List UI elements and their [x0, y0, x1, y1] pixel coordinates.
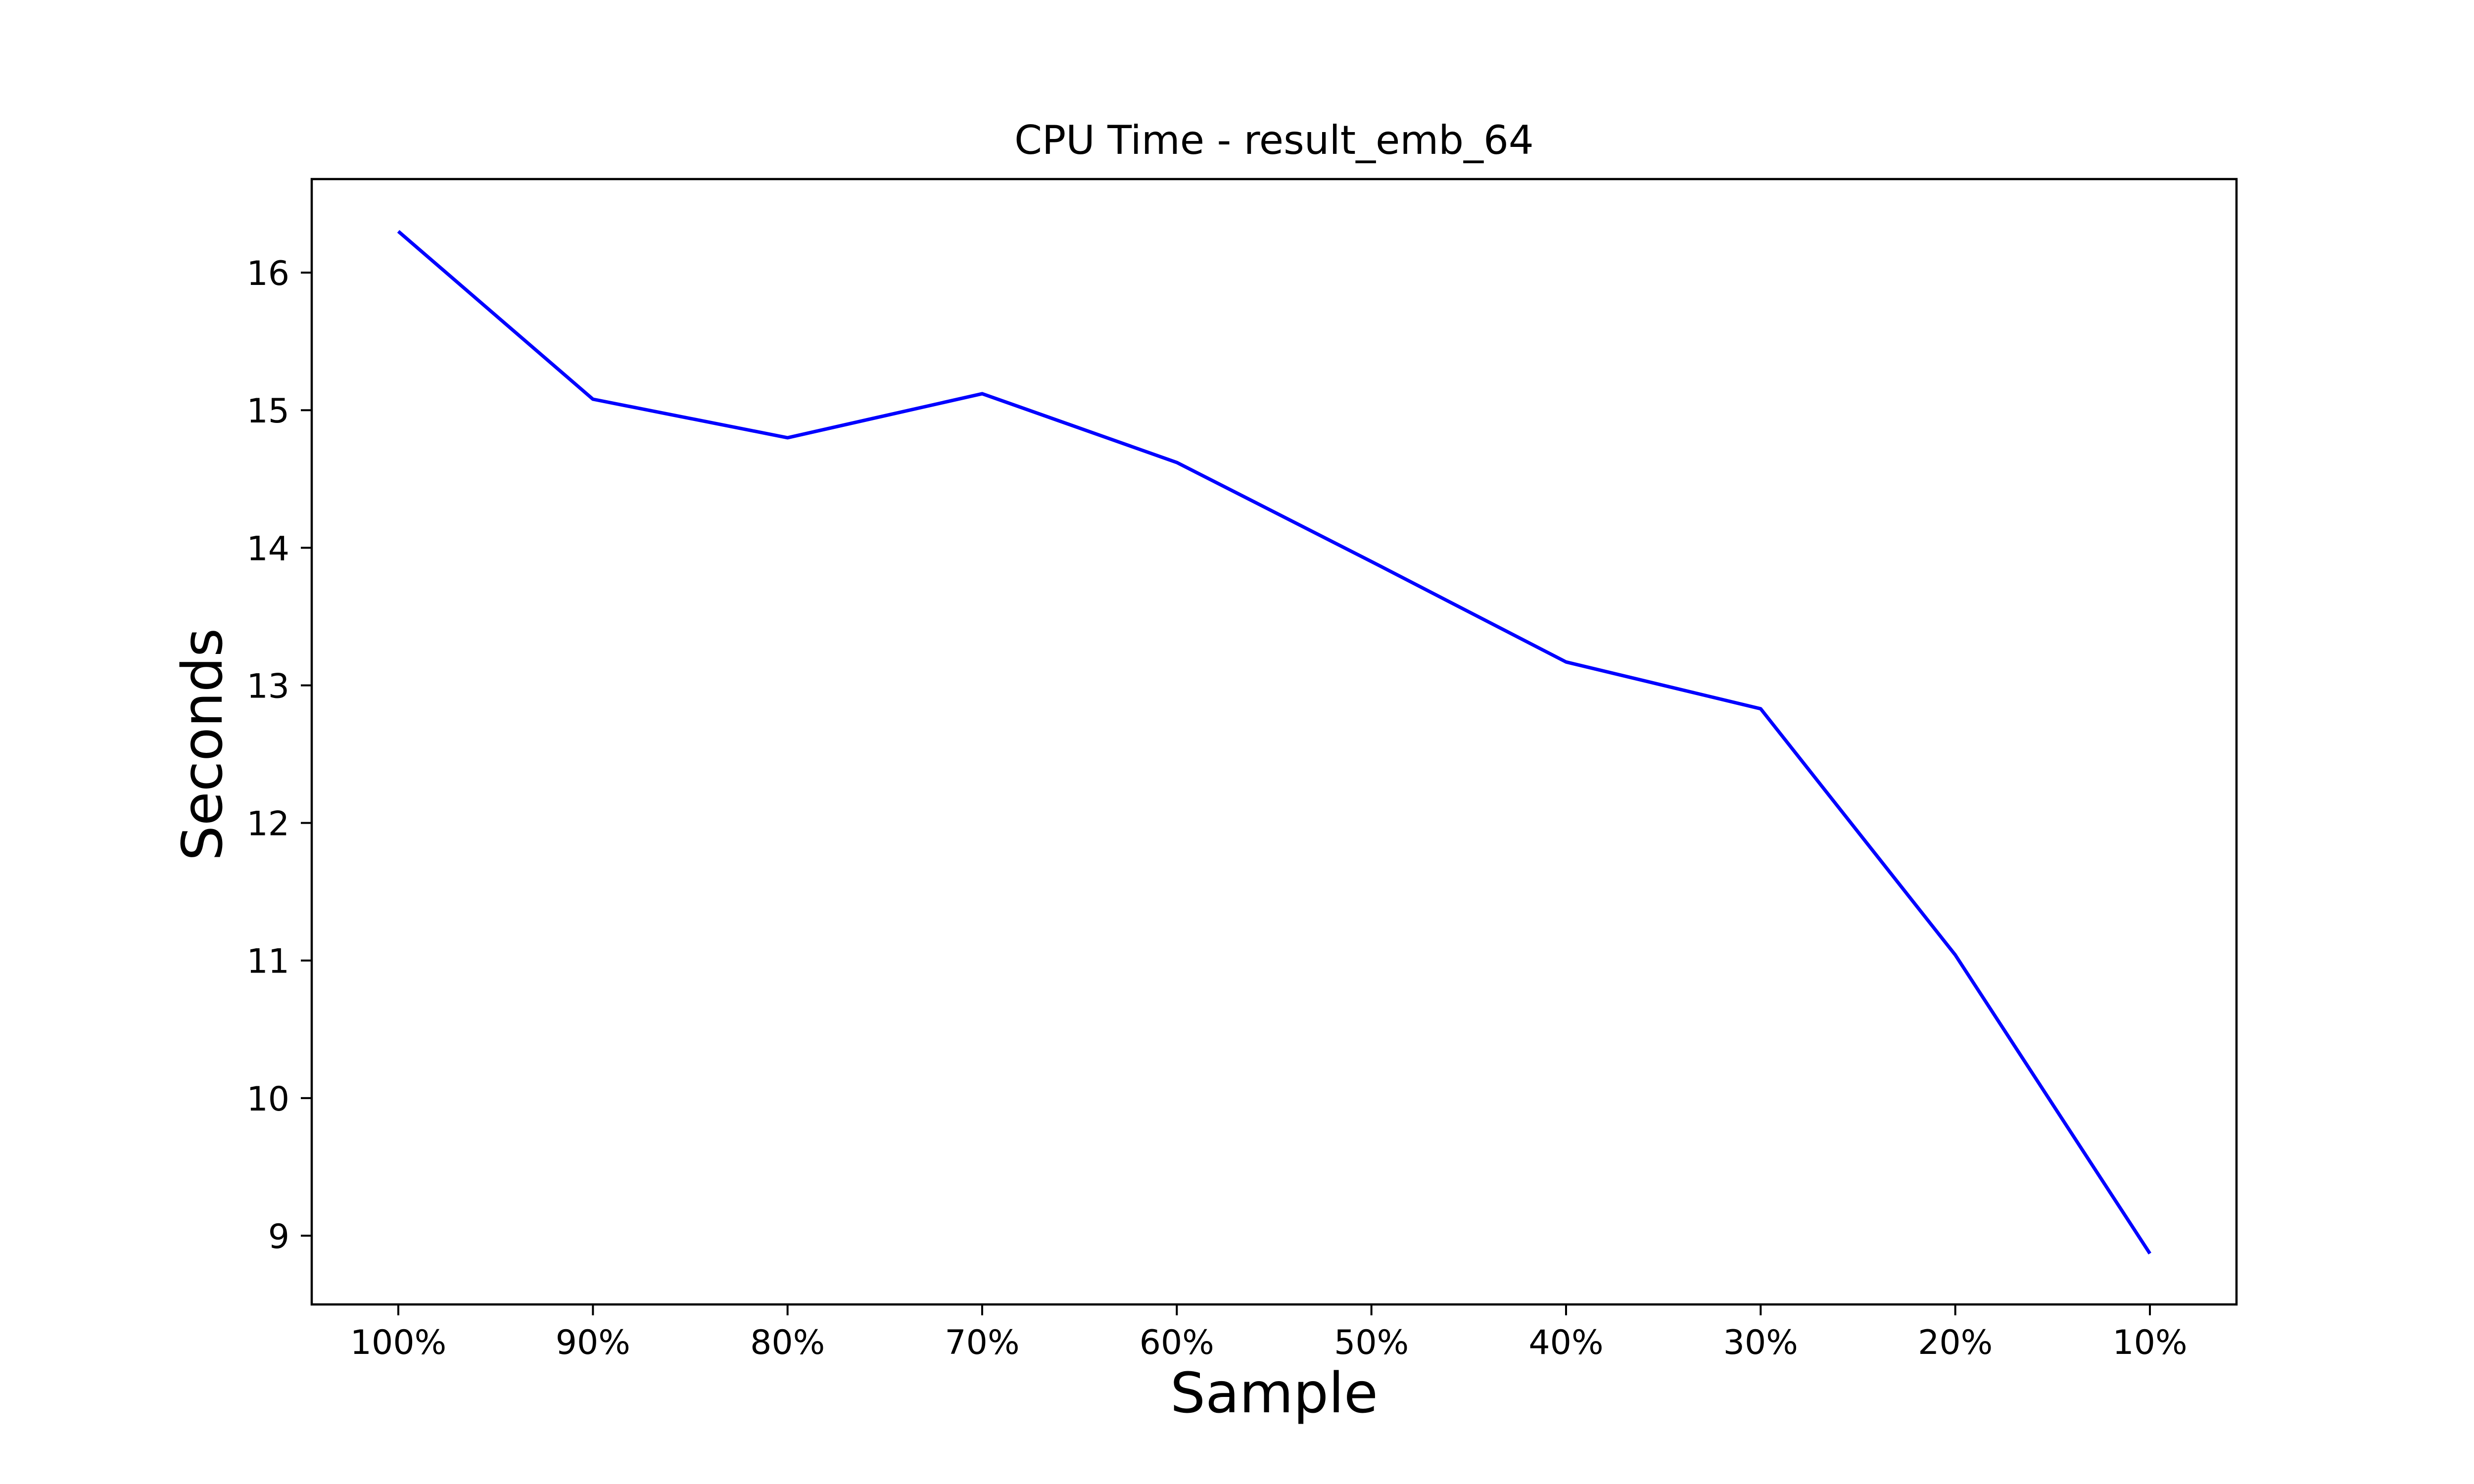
x-tick-label: 40% [1528, 1323, 1603, 1362]
y-tick-label: 16 [246, 254, 289, 293]
chart-title: CPU Time - result_emb_64 [1014, 117, 1534, 163]
x-tick-label: 90% [556, 1323, 630, 1362]
line-layer [397, 230, 2151, 1255]
x-tick-label: 60% [1140, 1323, 1214, 1362]
y-axis-label: Seconds [171, 628, 235, 861]
x-tick-label: 80% [750, 1323, 825, 1362]
ticks-layer: 100% 90% 80% 70% 60% 50% 40% 30% 20% 10% 9 10 11 12 13… [246, 254, 2187, 1362]
x-tick-label: 50% [1334, 1323, 1409, 1362]
y-tick-label: 13 [246, 667, 289, 706]
x-axis-label: Sample [1170, 1361, 1378, 1426]
y-tick-label: 11 [246, 942, 289, 981]
y-tick-label: 14 [246, 529, 289, 568]
x-tick-label: 30% [1723, 1323, 1798, 1362]
plot-frame [310, 178, 2238, 1306]
x-tick-label: 20% [1918, 1323, 1993, 1362]
y-tick-label: 9 [268, 1217, 289, 1256]
y-tick-label: 15 [246, 392, 289, 431]
series-line [397, 230, 2151, 1255]
x-tick-label: 10% [2112, 1323, 2187, 1362]
y-tick-label: 10 [246, 1080, 289, 1119]
x-tick-label: 100% [350, 1323, 446, 1362]
y-tick-label: 12 [246, 805, 289, 844]
x-tick-label: 70% [945, 1323, 1019, 1362]
